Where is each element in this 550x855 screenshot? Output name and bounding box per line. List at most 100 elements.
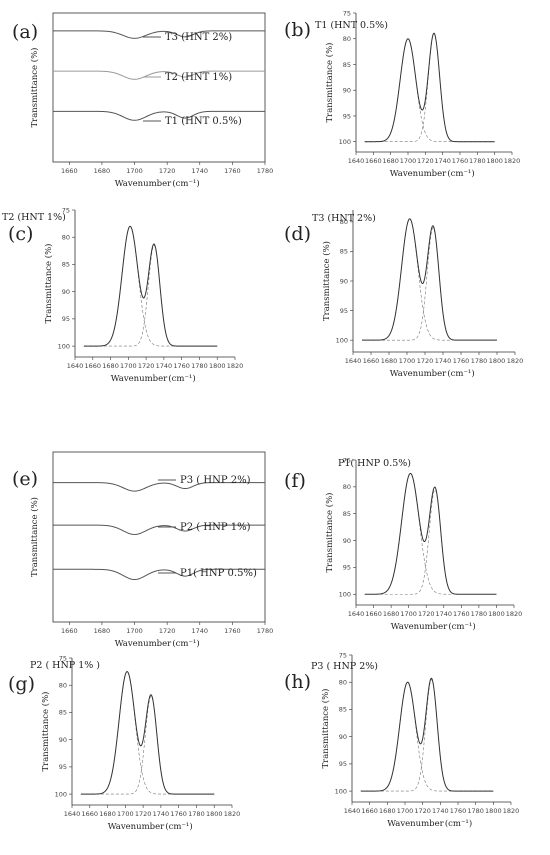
x-tick-label: 1760 <box>173 362 190 370</box>
y-tick-label: 100 <box>55 790 67 798</box>
sample-annotation: T2 (HNT 1%) <box>2 212 66 223</box>
y-tick-label: 75 <box>343 456 351 464</box>
x-tick-label: 1820 <box>507 357 524 365</box>
x-tick-label: 1780 <box>191 362 208 370</box>
spectrum-line <box>53 30 265 39</box>
x-tick-label: 1640 <box>344 807 361 815</box>
legend-label: T1 (HNT 0.5%) <box>165 116 242 127</box>
panel-h: (h)1640 1660 1680 1700 1720 1740 1760 1780 1800 1… <box>284 651 519 829</box>
y-tick-label: 95 <box>343 112 351 120</box>
x-tick-label: 1660 <box>61 627 78 635</box>
x-tick-label: 1780 <box>467 807 484 815</box>
fitted-component-line <box>364 473 497 595</box>
panel-letter: (e) <box>12 468 38 490</box>
x-tick-label: 1820 <box>224 810 241 818</box>
y-axis-label: Transmittance (%) <box>324 43 335 123</box>
x-tick-label: 1780 <box>471 357 488 365</box>
x-tick-label: 1640 <box>345 357 362 365</box>
panel-letter: (d) <box>284 223 311 245</box>
x-tick-label: 1700 <box>397 807 414 815</box>
x-tick-label: 1680 <box>383 610 400 618</box>
spectrum-line <box>83 225 218 347</box>
x-tick-label: 1820 <box>503 807 520 815</box>
x-tick-label: 1760 <box>453 610 470 618</box>
x-axis-label: Wavenumber <box>390 169 447 179</box>
x-tick-label: 1760 <box>453 357 470 365</box>
y-tick-label: 95 <box>339 760 347 768</box>
y-tick-label: 95 <box>343 564 351 572</box>
y-tick-label: 75 <box>343 9 351 17</box>
x-tick-label: 1700 <box>400 157 417 165</box>
x-tick-label: 1720 <box>417 157 434 165</box>
y-tick-label: 75 <box>62 206 70 214</box>
spectrum-line <box>80 671 215 795</box>
x-tick-label: 1760 <box>224 167 241 175</box>
fitted-component-line <box>364 489 497 595</box>
x-tick-label: 1660 <box>361 807 378 815</box>
panel-c: (c)1640 1660 1680 1700 1720 1740 1760 1780 1800 1… <box>2 206 243 384</box>
x-tick-label: 1780 <box>188 810 205 818</box>
sample-annotation: P3 ( HNP 2%) <box>311 661 378 672</box>
panel-letter: (g) <box>8 673 35 695</box>
x-tick-label: 1800 <box>209 362 226 370</box>
x-tick-label: 1640 <box>348 157 365 165</box>
spectrum-line <box>53 482 265 492</box>
spectrum-line <box>53 110 265 121</box>
x-tick-label: 1740 <box>434 157 451 165</box>
y-axis-label: Transmittance (%) <box>43 244 54 324</box>
x-tick-label: 1680 <box>379 807 396 815</box>
x-axis-label: Wavenumber <box>115 639 172 649</box>
panel-g: (g)1640 1660 1680 1700 1720 1740 1760 1780 1800 1… <box>8 654 240 832</box>
x-axis-label: Wavenumber <box>108 822 165 832</box>
x-axis-unit: (cm⁻¹) <box>447 368 474 379</box>
x-tick-label: 1680 <box>382 157 399 165</box>
x-tick-label: 1700 <box>399 357 416 365</box>
y-tick-label: 95 <box>59 763 67 771</box>
y-tick-label: 100 <box>339 138 351 146</box>
panel-e: (e) 1660 1680 1700 1720 1740 1760 1780 Wavenumbe… <box>12 451 273 649</box>
spectrum-line <box>360 677 494 792</box>
x-tick-label: 1740 <box>191 627 208 635</box>
y-tick-label: 80 <box>343 483 351 491</box>
panel-letter: (a) <box>12 21 38 43</box>
x-axis-unit: (cm⁻¹) <box>447 168 474 179</box>
panel-d: (d)1640 1660 1680 1700 1720 1740 1760 1780 1800 1… <box>284 210 523 379</box>
y-tick-label: 85 <box>343 61 351 69</box>
panel-letter: (f) <box>284 470 306 492</box>
x-tick-label: 1760 <box>452 157 469 165</box>
x-tick-label: 1660 <box>363 357 380 365</box>
y-tick-label: 100 <box>335 787 347 795</box>
x-tick-label: 1820 <box>504 157 521 165</box>
spectrum-line <box>53 70 265 80</box>
panel-b: (b)1640 1660 1680 1700 1720 1740 1760 1780 1800 1… <box>284 9 520 179</box>
x-tick-label: 1720 <box>159 627 176 635</box>
plot-frame <box>52 12 266 163</box>
x-tick-label: 1760 <box>170 810 187 818</box>
x-axis-unit: (cm⁻¹) <box>172 178 199 189</box>
x-tick-label: 1780 <box>469 157 486 165</box>
x-axis-label: Wavenumber <box>387 819 444 829</box>
y-tick-label: 80 <box>339 679 347 687</box>
x-tick-label: 1660 <box>365 610 382 618</box>
legend-label: T2 (HNT 1%) <box>165 72 232 83</box>
x-tick-label: 1800 <box>486 157 503 165</box>
y-axis-label: Transmittance (%) <box>324 493 335 573</box>
spectrum-line <box>364 32 495 143</box>
x-tick-label: 1680 <box>94 167 111 175</box>
y-tick-label: 80 <box>62 234 70 242</box>
x-tick-label: 1800 <box>485 807 502 815</box>
y-tick-label: 85 <box>59 709 67 717</box>
y-tick-label: 80 <box>340 218 348 226</box>
y-tick-label: 75 <box>339 651 347 659</box>
x-axis-unit: (cm⁻¹) <box>172 638 199 649</box>
x-tick-label: 1700 <box>120 362 137 370</box>
y-tick-label: 90 <box>59 736 67 744</box>
fitted-component-line <box>362 218 497 341</box>
x-tick-label: 1660 <box>61 167 78 175</box>
x-tick-label: 1660 <box>82 810 99 818</box>
y-tick-label: 85 <box>62 261 70 269</box>
x-axis-label: Wavenumber <box>391 622 448 632</box>
x-tick-label: 1720 <box>138 362 155 370</box>
y-tick-label: 90 <box>340 277 348 285</box>
